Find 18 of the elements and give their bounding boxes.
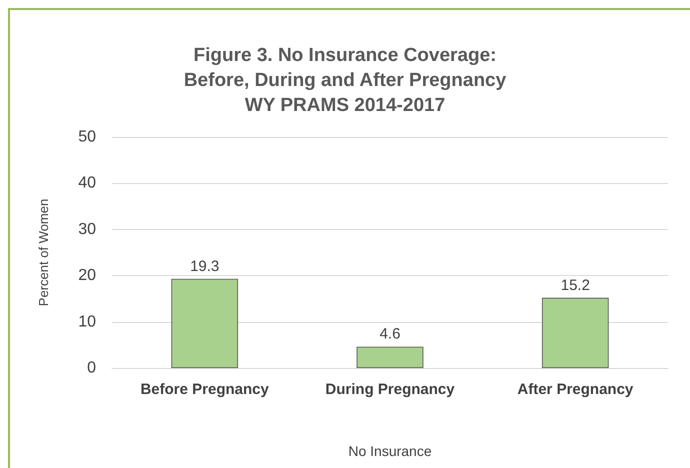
y-tick-label: 10 (78, 313, 96, 330)
y-tick-label: 30 (78, 220, 96, 238)
bar (171, 278, 238, 368)
bar (542, 298, 609, 368)
y-tick-label: 0 (87, 360, 96, 376)
x-tick-label: After Pregnancy (517, 381, 634, 398)
data-label: 4.6 (380, 326, 400, 343)
data-label: 15.2 (560, 276, 590, 294)
y-tick-label: 50 (78, 128, 96, 146)
data-label: 19.3 (190, 258, 220, 275)
x-axis-title: No Insurance (348, 443, 432, 459)
x-tick-label: Before Pregnancy (140, 381, 270, 398)
y-tick-label: 20 (78, 267, 96, 284)
y-axis-title: Percent of Women (36, 198, 51, 306)
bar (356, 346, 424, 368)
y-tick-label: 40 (78, 174, 96, 192)
chart-title: Figure 3. No Insurance Coverage: Before, During and After Pregnancy WY PRAMS 2014-2017 (184, 45, 507, 116)
x-tick-label: During Pregnancy (325, 381, 456, 398)
